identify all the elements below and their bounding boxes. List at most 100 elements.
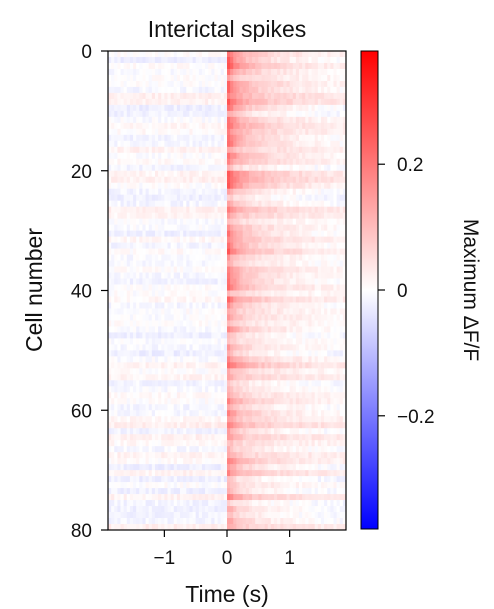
heatmap-cell: [208, 278, 212, 285]
heatmap-cell: [305, 128, 309, 136]
heatmap-cell: [208, 98, 212, 106]
heatmap-cell: [267, 74, 272, 82]
heatmap-cell: [258, 278, 262, 285]
heatmap-cell: [333, 164, 337, 172]
heatmap-cell: [120, 62, 125, 70]
heatmap-cell: [324, 392, 328, 399]
heatmap-cell: [123, 164, 128, 172]
heatmap-cell: [180, 170, 184, 178]
heatmap-cell: [330, 128, 334, 136]
heatmap-cell: [242, 422, 247, 429]
heatmap-cell: [252, 62, 256, 70]
heatmap-cell: [280, 254, 284, 261]
heatmap-cell: [126, 218, 131, 225]
heatmap-cell: [170, 104, 175, 112]
heatmap-cell: [252, 236, 256, 243]
heatmap-cell: [242, 404, 247, 411]
heatmap-cell: [317, 92, 322, 100]
heatmap-cell: [292, 338, 297, 345]
heatmap-cell: [192, 242, 197, 249]
heatmap-cell: [208, 194, 212, 202]
heatmap-cell: [173, 140, 178, 148]
heatmap-cell: [186, 176, 190, 184]
heatmap-cell: [201, 290, 206, 297]
heatmap-cell: [264, 344, 269, 351]
heatmap-cell: [180, 284, 184, 291]
heatmap-cell: [233, 92, 237, 100]
heatmap-cell: [305, 254, 309, 261]
heatmap-cell: [255, 146, 259, 154]
heatmap-cell: [201, 404, 206, 411]
heatmap-cell: [129, 362, 134, 369]
heatmap-cell: [205, 302, 209, 309]
heatmap-cell: [151, 422, 156, 429]
heatmap-cell: [176, 368, 181, 375]
heatmap-cell: [324, 326, 328, 333]
heatmap-cell: [164, 308, 168, 315]
heatmap-cell: [158, 230, 162, 237]
heatmap-cell: [320, 224, 325, 231]
heatmap-cell: [342, 206, 347, 214]
heatmap-cell: [327, 320, 331, 327]
heatmap-cell: [342, 68, 347, 76]
heatmap-cell: [201, 230, 206, 237]
heatmap-cell: [311, 416, 316, 423]
heatmap-cell: [239, 392, 244, 399]
heatmap-cell: [217, 386, 222, 393]
heatmap-cell: [201, 212, 206, 219]
heatmap-cell: [205, 368, 209, 375]
heatmap-cell: [302, 158, 306, 166]
heatmap-cell: [142, 314, 146, 321]
heatmap-cell: [114, 212, 118, 219]
heatmap-cell: [136, 416, 140, 423]
heatmap-cell: [220, 56, 225, 64]
heatmap-cell: [214, 80, 218, 88]
heatmap-cell: [139, 56, 143, 64]
heatmap-cell: [233, 116, 237, 124]
heatmap-cell: [198, 68, 203, 76]
heatmap-cell: [205, 434, 209, 441]
heatmap-cell: [223, 338, 228, 345]
heatmap-cell: [217, 416, 222, 423]
heatmap-cell: [129, 140, 134, 148]
heatmap-cell: [252, 230, 256, 237]
heatmap-cell: [264, 188, 269, 196]
heatmap-cell: [283, 314, 287, 321]
heatmap-cell: [158, 74, 162, 82]
heatmap-cell: [176, 320, 181, 327]
heatmap-cell: [126, 122, 131, 130]
heatmap-cell: [295, 338, 300, 345]
heatmap-cell: [252, 188, 256, 196]
heatmap-cell: [245, 434, 250, 441]
heatmap-cell: [186, 140, 190, 148]
heatmap-cell: [176, 332, 181, 339]
heatmap-cell: [264, 386, 269, 393]
heatmap-cell: [120, 320, 125, 327]
heatmap-cell: [261, 278, 265, 285]
heatmap-cell: [164, 98, 168, 106]
heatmap-cell: [264, 290, 269, 297]
heatmap-cell: [120, 182, 125, 190]
heatmap-cell: [264, 98, 269, 106]
heatmap-cell: [148, 422, 153, 429]
heatmap-cell: [211, 236, 215, 243]
heatmap-cell: [151, 356, 156, 363]
heatmap-cell: [248, 296, 253, 303]
heatmap-cell: [327, 104, 331, 112]
heatmap-cell: [308, 344, 312, 351]
heatmap-cell: [111, 260, 115, 267]
heatmap-cell: [192, 368, 197, 375]
heatmap-cell: [123, 332, 128, 339]
heatmap-cell: [114, 296, 118, 303]
heatmap-cell: [151, 170, 156, 178]
heatmap-cell: [220, 194, 225, 202]
heatmap-cell: [317, 80, 322, 88]
heatmap-cell: [142, 182, 146, 190]
heatmap-cell: [120, 356, 125, 363]
heatmap-cell: [320, 164, 325, 172]
heatmap-cell: [176, 176, 181, 184]
heatmap-cell: [129, 170, 134, 178]
heatmap-cell: [289, 332, 294, 339]
heatmap-cell: [214, 404, 218, 411]
heatmap-cell: [267, 176, 272, 184]
